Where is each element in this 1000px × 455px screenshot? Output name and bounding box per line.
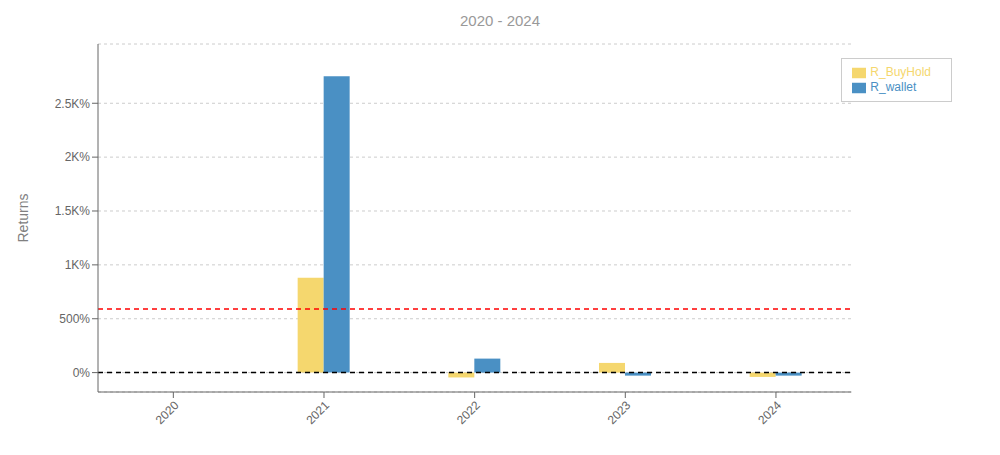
svg-text:2020: 2020 xyxy=(153,398,182,427)
svg-text:0%: 0% xyxy=(73,366,91,380)
svg-text:1K%: 1K% xyxy=(65,258,91,272)
svg-text:2021: 2021 xyxy=(303,398,332,427)
svg-text:Returns: Returns xyxy=(15,193,31,242)
html-text:R_wallet: R_wallet xyxy=(870,79,917,94)
svg-text:2024: 2024 xyxy=(755,398,784,427)
svg-text:500%: 500% xyxy=(59,312,90,326)
svg-text:1.5K%: 1.5K% xyxy=(55,204,91,218)
svg-text:2023: 2023 xyxy=(605,398,634,427)
svg-text:2.5K%: 2.5K% xyxy=(55,97,91,111)
html-text:R_BuyHold: R_BuyHold xyxy=(870,65,931,79)
svg-text:2022: 2022 xyxy=(454,398,483,427)
html-text:2020 - 2024: 2020 - 2024 xyxy=(460,12,540,29)
svg-text:2K%: 2K% xyxy=(65,150,91,164)
